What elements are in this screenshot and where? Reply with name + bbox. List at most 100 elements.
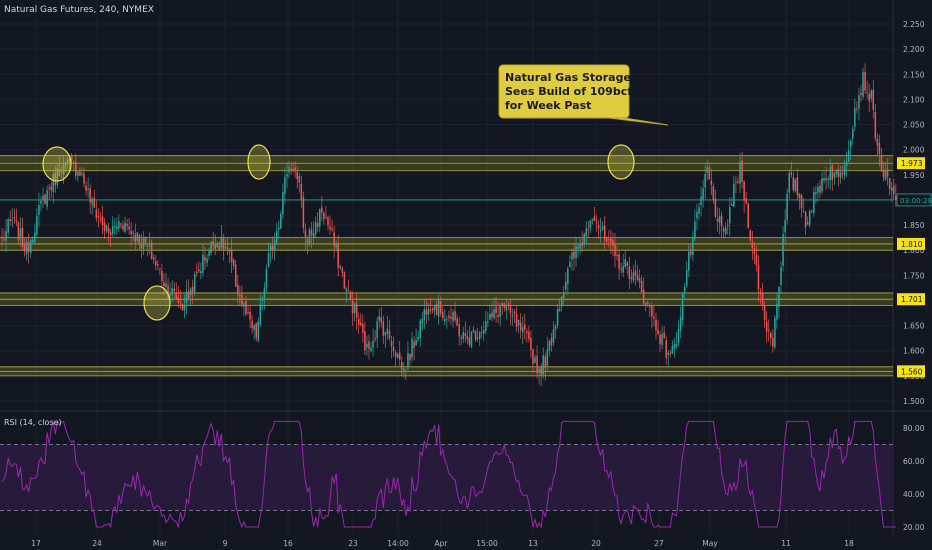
candle[interactable] <box>772 329 774 353</box>
candle[interactable] <box>806 216 809 225</box>
candle[interactable] <box>120 222 122 229</box>
candle[interactable] <box>79 166 81 177</box>
candle[interactable] <box>704 165 706 199</box>
candle[interactable] <box>403 362 405 378</box>
candle[interactable] <box>204 246 206 270</box>
candle[interactable] <box>804 210 807 236</box>
candle[interactable] <box>606 236 608 243</box>
candle[interactable] <box>622 254 624 278</box>
candle[interactable] <box>831 162 834 191</box>
candle[interactable] <box>73 160 75 172</box>
candle[interactable] <box>569 255 571 268</box>
candle[interactable] <box>739 153 741 193</box>
candle[interactable] <box>230 238 233 274</box>
candle[interactable] <box>544 352 547 381</box>
candle[interactable] <box>446 315 448 330</box>
candle[interactable] <box>524 313 526 340</box>
candle[interactable] <box>726 218 729 235</box>
candle[interactable] <box>583 232 585 249</box>
candle[interactable] <box>193 271 196 297</box>
candle[interactable] <box>319 208 321 233</box>
candle[interactable] <box>790 161 793 178</box>
candle[interactable] <box>159 268 161 275</box>
candle[interactable] <box>870 88 872 103</box>
candle[interactable] <box>150 239 153 260</box>
candle[interactable] <box>567 266 569 296</box>
candle[interactable] <box>101 206 104 234</box>
candle[interactable] <box>435 300 438 316</box>
candle[interactable] <box>93 189 96 208</box>
candle[interactable] <box>755 245 758 272</box>
candle[interactable] <box>107 223 110 243</box>
candle[interactable] <box>815 185 817 204</box>
candle[interactable] <box>372 328 374 357</box>
candle[interactable] <box>530 330 532 358</box>
candle[interactable] <box>634 260 637 286</box>
candle[interactable] <box>626 261 629 275</box>
candle[interactable] <box>538 366 540 385</box>
candle[interactable] <box>614 232 616 268</box>
candle[interactable] <box>36 208 38 237</box>
candle[interactable] <box>632 265 635 284</box>
candle[interactable] <box>493 297 495 320</box>
candle[interactable] <box>267 242 270 268</box>
candle[interactable] <box>638 269 641 289</box>
candle[interactable] <box>44 193 46 205</box>
candle[interactable] <box>144 236 147 247</box>
candle[interactable] <box>608 230 610 248</box>
candle[interactable] <box>601 221 604 231</box>
candle[interactable] <box>304 223 307 249</box>
candle[interactable] <box>690 244 692 259</box>
candle[interactable] <box>333 225 335 259</box>
candle[interactable] <box>347 279 350 292</box>
candle[interactable] <box>288 161 290 179</box>
candle[interactable] <box>558 298 561 312</box>
candle[interactable] <box>552 321 555 347</box>
candle[interactable] <box>5 219 7 253</box>
candle[interactable] <box>417 330 419 342</box>
candle[interactable] <box>433 304 436 318</box>
candle[interactable] <box>206 254 208 267</box>
candle[interactable] <box>179 290 182 309</box>
candle[interactable] <box>284 166 286 204</box>
candle[interactable] <box>23 237 26 257</box>
candle[interactable] <box>827 175 829 189</box>
candle[interactable] <box>429 297 432 315</box>
candle[interactable] <box>52 170 55 204</box>
candle[interactable] <box>595 214 598 232</box>
candle[interactable] <box>890 181 893 203</box>
candle[interactable] <box>624 249 626 270</box>
candle[interactable] <box>813 186 815 217</box>
candle[interactable] <box>357 312 360 335</box>
candle[interactable] <box>573 242 575 271</box>
candle[interactable] <box>75 153 77 181</box>
candle[interactable] <box>42 187 44 209</box>
candle[interactable] <box>729 197 731 236</box>
candle[interactable] <box>677 320 680 347</box>
candle[interactable] <box>87 177 89 198</box>
candle[interactable] <box>528 325 530 343</box>
candle[interactable] <box>251 315 253 334</box>
candle[interactable] <box>753 241 756 265</box>
candle[interactable] <box>296 165 298 189</box>
candle[interactable] <box>700 186 702 217</box>
candle[interactable] <box>237 274 239 303</box>
candle[interactable] <box>343 271 346 289</box>
candle[interactable] <box>659 331 661 353</box>
candle[interactable] <box>856 101 858 114</box>
candle[interactable] <box>409 353 411 367</box>
candle[interactable] <box>597 220 600 240</box>
candle[interactable] <box>234 260 237 287</box>
candle[interactable] <box>517 319 520 334</box>
candle[interactable] <box>423 299 426 330</box>
candle[interactable] <box>837 164 840 186</box>
candle[interactable] <box>366 335 368 356</box>
candle[interactable] <box>835 169 838 178</box>
candle[interactable] <box>364 321 366 356</box>
candle[interactable] <box>255 322 257 342</box>
candle[interactable] <box>161 264 163 288</box>
candle[interactable] <box>89 184 91 215</box>
candle[interactable] <box>390 335 393 359</box>
candle[interactable] <box>515 305 518 332</box>
candle[interactable] <box>27 233 30 264</box>
